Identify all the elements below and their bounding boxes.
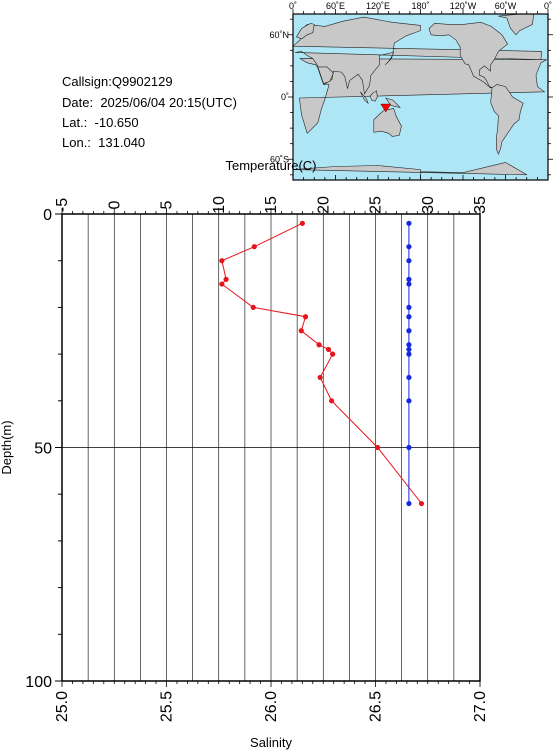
world-map: 0˚ 60˚E 120˚E 180˚ 120˚W 60˚W 0˚ 60˚N 0˚ 60˚S: [269, 1, 553, 181]
callsign-value: Q9902129: [111, 74, 173, 89]
temperature-tick-label: 30: [420, 196, 437, 214]
lat-line: Lat.: -10.650: [62, 114, 139, 131]
temperature-tick-label: 15: [263, 196, 280, 214]
salinity-tick-label: 25.5: [159, 691, 176, 722]
salinity-tick-label: 27.0: [472, 691, 489, 722]
salinity-tick-label: 25.0: [54, 691, 71, 722]
depth-tick-label: 0: [43, 207, 52, 224]
temperature-line: [221, 222, 422, 504]
temperature-point: [219, 281, 225, 287]
map-lat-label: 60˚N: [269, 30, 289, 40]
temperature-point: [316, 342, 322, 348]
salinity-point: [406, 304, 412, 310]
depth-tick-label: 100: [25, 674, 52, 691]
temperature-point: [251, 244, 257, 250]
salinity-point: [406, 500, 412, 507]
map-lat-label: 0˚: [281, 92, 289, 102]
salinity-point: [406, 314, 412, 320]
station-marker: [380, 103, 392, 113]
map-lon-label: 120˚W: [450, 1, 477, 11]
salinity-point: [406, 258, 412, 264]
temperature-point: [250, 304, 256, 310]
temperature-tick-label: 5: [159, 200, 176, 209]
salinity-point: [406, 342, 412, 348]
salinity-point: [406, 281, 412, 287]
temperature-point: [317, 374, 323, 381]
temperature-point: [302, 314, 309, 320]
salinity-point: [406, 328, 412, 334]
lon-value: 131.040: [98, 135, 146, 150]
land-8: [384, 51, 394, 66]
temperature-point: [329, 398, 335, 404]
land-3: [317, 66, 334, 84]
temperature-point: [298, 328, 304, 334]
temperature-tick-label: 35: [472, 196, 489, 214]
salinity-axis-label: Salinity: [250, 735, 292, 750]
salinity-point: [406, 346, 412, 353]
temperature-axis-label: Temperature(C): [225, 158, 316, 173]
land-2: [296, 22, 315, 40]
temperature-point: [299, 220, 305, 226]
salinity-point: [406, 244, 412, 250]
temperature-tick-label: -5: [54, 198, 71, 212]
salinity-point: [406, 220, 412, 226]
temperature-point: [325, 346, 332, 353]
land-7: [360, 91, 369, 105]
lon-label: Lon.:: [62, 135, 91, 150]
temperature-point: [219, 258, 225, 264]
salinity-tick-label: 26.5: [368, 691, 385, 722]
salinity-tick-label: 26.0: [263, 691, 280, 722]
land-11: [490, 84, 524, 155]
map-lon-label: 120˚E: [366, 1, 390, 11]
map-lon-label: 0˚: [289, 1, 297, 11]
date-value: 2025/06/04 20:15(UTC): [100, 95, 237, 110]
map-lat-label: 60˚S: [270, 154, 289, 164]
landmasses: [292, 13, 547, 180]
lat-value: -10.650: [94, 115, 139, 130]
map-lon-label: 0˚: [544, 1, 552, 11]
temperature-point: [374, 444, 381, 451]
temperature-tick-label: 20: [315, 196, 332, 214]
callsign-label: Callsign:: [62, 74, 112, 89]
temperature-tick-label: 0: [106, 200, 123, 209]
lat-label: Lat.:: [62, 115, 88, 130]
map-lon-label: 60˚W: [495, 1, 517, 11]
salinity-point: [406, 351, 412, 357]
map-lon-label: 60˚E: [326, 1, 345, 11]
date-line: Date: 2025/06/04 20:15(UTC): [62, 94, 237, 111]
temperature-point: [418, 500, 425, 507]
temperature-tick-label: 10: [211, 196, 228, 214]
depth-axis-label: Depth(m): [0, 420, 14, 474]
depth-tick-label: 50: [34, 441, 52, 458]
temperature-tick-label: 25: [368, 196, 385, 214]
salinity-point: [406, 444, 412, 451]
land-9: [428, 21, 508, 88]
date-label: Date:: [62, 95, 94, 110]
lon-line: Lon.: 131.040: [62, 134, 145, 151]
temperature-point: [330, 351, 336, 357]
map-lon-label: 180˚: [411, 1, 429, 11]
temperature-point: [223, 276, 229, 282]
salinity-point: [406, 398, 412, 404]
land-6: [369, 90, 378, 102]
land-12: [292, 162, 527, 180]
salinity-point: [406, 374, 412, 381]
callsign-line: Callsign:Q9902129: [62, 73, 173, 90]
salinity-point: [406, 276, 412, 282]
